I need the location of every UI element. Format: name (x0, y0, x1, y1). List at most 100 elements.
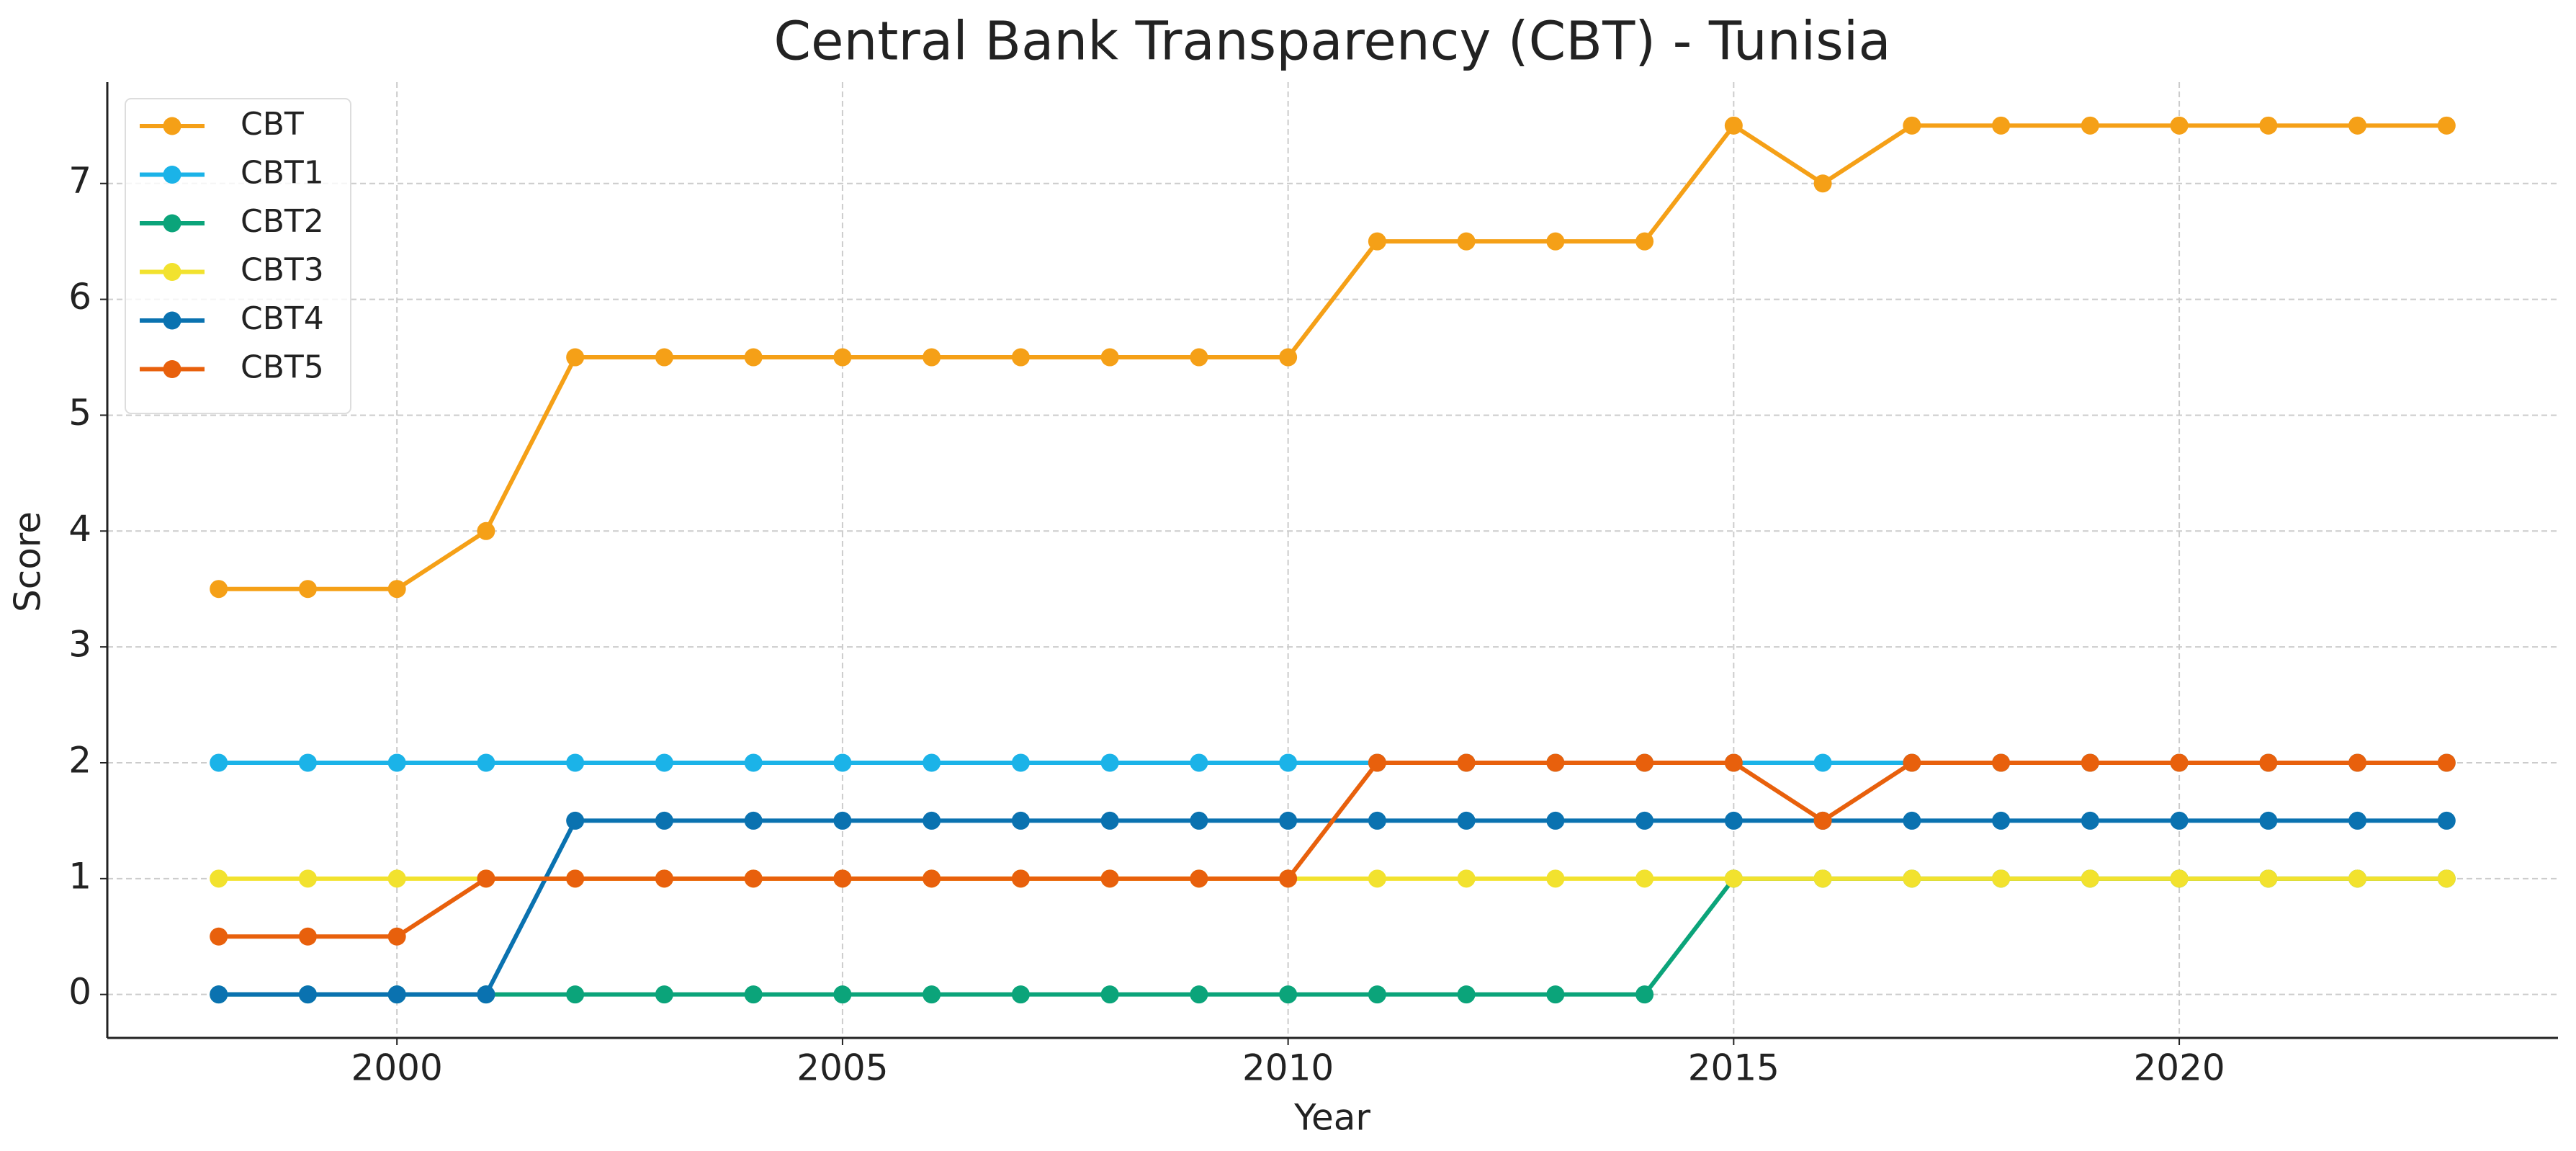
point (477, 985, 495, 1004)
point (477, 521, 495, 540)
point (1724, 753, 1743, 772)
point (923, 811, 941, 830)
x-tick-label: 2000 (351, 1047, 443, 1089)
y-tick-label: 1 (68, 855, 91, 897)
point (833, 753, 852, 772)
legend-label: CBT2 (241, 203, 324, 240)
point (1011, 348, 1030, 367)
point (923, 869, 941, 888)
legend-label: CBT5 (241, 349, 324, 386)
series (210, 753, 2456, 946)
legend-label: CBT (241, 106, 304, 143)
y-tick-label: 3 (68, 624, 91, 666)
point (1368, 811, 1386, 830)
point (566, 348, 585, 367)
point (298, 927, 317, 946)
point (655, 811, 673, 830)
point (210, 753, 228, 772)
point (2437, 869, 2456, 888)
line (218, 123, 2447, 591)
point (1546, 811, 1565, 830)
y-tick-label: 6 (68, 276, 91, 318)
y-tick-label: 5 (68, 392, 91, 434)
point (2170, 869, 2189, 888)
point (477, 753, 495, 772)
x-tick-label: 2005 (796, 1047, 888, 1089)
point (1011, 985, 1030, 1004)
legend-marker (163, 214, 181, 233)
point (923, 753, 941, 772)
chart-title: Central Bank Transparency (CBT) - Tunisi… (773, 11, 1890, 73)
point (2170, 753, 2189, 772)
point (1635, 869, 1654, 888)
legend-label: CBT1 (241, 155, 324, 192)
point (1457, 753, 1476, 772)
point (1100, 811, 1119, 830)
point (744, 348, 763, 367)
point (210, 985, 228, 1004)
point (1100, 753, 1119, 772)
point (833, 869, 852, 888)
point (298, 580, 317, 599)
legend-marker (163, 263, 181, 281)
point (1813, 869, 1832, 888)
point (1724, 811, 1743, 830)
x-tick-label: 2015 (1688, 1047, 1780, 1089)
point (2348, 116, 2367, 135)
point (1279, 869, 1298, 888)
point (923, 348, 941, 367)
x-tick-label: 2010 (1242, 1047, 1334, 1089)
point (1011, 811, 1030, 830)
point (2437, 116, 2456, 135)
point (744, 811, 763, 830)
point (1546, 232, 1565, 251)
point (1813, 811, 1832, 830)
point (1457, 232, 1476, 251)
point (1903, 811, 1921, 830)
point (1903, 869, 1921, 888)
point (387, 927, 406, 946)
legend-label: CBT4 (241, 300, 324, 337)
point (1903, 753, 1921, 772)
point (1813, 753, 1832, 772)
point (2437, 753, 2456, 772)
y-axis-label: Score (7, 511, 49, 612)
point (2081, 869, 2099, 888)
line (218, 876, 2447, 997)
point (2259, 869, 2278, 888)
point (1190, 985, 1208, 1004)
point (1635, 753, 1654, 772)
series (210, 116, 2456, 599)
point (1724, 869, 1743, 888)
point (1992, 753, 2011, 772)
point (298, 869, 317, 888)
y-tick-label: 4 (68, 508, 91, 550)
legend-marker (163, 360, 181, 378)
point (2348, 869, 2367, 888)
series (210, 869, 2456, 1004)
point (1190, 753, 1208, 772)
point (1190, 348, 1208, 367)
x-tick-label: 2020 (2133, 1047, 2225, 1089)
point (387, 580, 406, 599)
point (1992, 869, 2011, 888)
point (210, 869, 228, 888)
point (1011, 869, 1030, 888)
point (1279, 811, 1298, 830)
point (2170, 811, 2189, 830)
point (298, 985, 317, 1004)
y-tick-label: 7 (68, 160, 91, 202)
point (2259, 116, 2278, 135)
point (1992, 116, 2011, 135)
point (2170, 116, 2189, 135)
line (218, 760, 2447, 939)
legend-marker (163, 166, 181, 184)
point (1100, 348, 1119, 367)
point (833, 811, 852, 830)
point (655, 753, 673, 772)
point (1368, 985, 1386, 1004)
line (218, 818, 2447, 997)
point (744, 753, 763, 772)
point (387, 753, 406, 772)
point (1100, 985, 1119, 1004)
